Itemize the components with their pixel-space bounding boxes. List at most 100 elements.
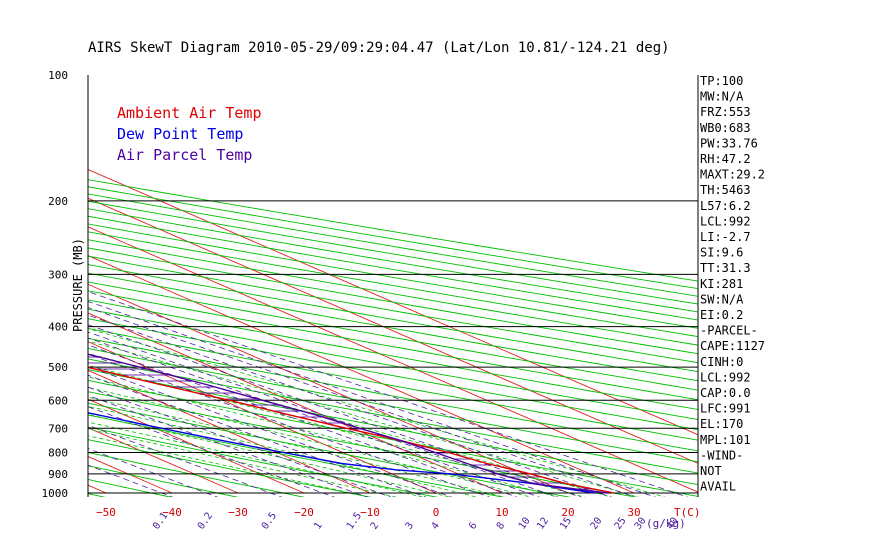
- stat-item: LFC:991: [700, 402, 751, 416]
- legend-ambient: Ambient Air Temp: [117, 104, 262, 122]
- pressure-tick-label: 1000: [42, 487, 69, 500]
- stat-item: MAXT:29.2: [700, 168, 765, 182]
- stat-item: EL:170: [700, 417, 743, 431]
- stat-item: MW:N/A: [700, 90, 744, 104]
- stat-item: KI:281: [700, 277, 743, 291]
- isotherm-line: [88, 369, 371, 494]
- isotherm-line: [88, 169, 698, 436]
- bottom-temp-tick-label: 30: [627, 506, 640, 519]
- mixing-ratio-tick-label: 0.2: [196, 511, 215, 532]
- dry-adiabat-line: [88, 358, 698, 474]
- legend-dewpoint: Dew Point Temp: [117, 125, 243, 143]
- stat-item: LCL:992: [700, 370, 751, 384]
- isotherm-line: [88, 226, 698, 493]
- mixing-ratio-tick-label: 12: [535, 516, 551, 532]
- stat-item: RH:47.2: [700, 152, 751, 166]
- moist-adiabat-line: [88, 396, 505, 497]
- stat-item: SI:9.6: [700, 246, 743, 260]
- stat-item: TT:31.3: [700, 261, 751, 275]
- dry-adiabat-line: [0, 75, 59, 502]
- pressure-tick-labels: 100 200 300 400 500 600 700 800 900 1000: [42, 69, 69, 500]
- dry-adiabat-line: [88, 200, 698, 305]
- mixing-ratio-tick-label: 1: [312, 520, 324, 531]
- mixing-ratio-tick-label: 6: [467, 520, 479, 531]
- dry-adiabat-line: [88, 308, 698, 420]
- dry-adiabat-line: [88, 179, 698, 282]
- stat-item: TP:100: [700, 74, 743, 88]
- stat-item: AVAIL: [700, 480, 736, 494]
- mixing-ratio-tick-label: 4: [430, 520, 442, 531]
- dry-adiabat-line: [88, 231, 698, 338]
- pressure-tick-label: 200: [48, 195, 68, 208]
- isotherm-line: [0, 75, 40, 493]
- mixing-ratio-line: [88, 448, 219, 497]
- moist-adiabat-line: [88, 340, 640, 497]
- stat-item: L57:6.2: [700, 199, 751, 213]
- mixing-ratio-line: [88, 464, 174, 497]
- mixing-ratio-tick-label: 20: [589, 516, 605, 532]
- bottom-temp-tick-labels: −50 −40 −30 −20 −10 0 10 20 30: [96, 506, 641, 519]
- dry-adiabat-line: [88, 414, 505, 497]
- dry-adiabat-line: [88, 208, 698, 313]
- stat-item: LCL:992: [700, 214, 751, 228]
- pressure-tick-label: 300: [48, 268, 68, 281]
- y-axis-label: PRESSURE (MB): [71, 238, 85, 332]
- grid-lines: [0, 75, 698, 502]
- bottom-temp-tick-label: −40: [162, 506, 182, 519]
- stat-item: -PARCEL-: [700, 324, 758, 338]
- dry-adiabat-line: [88, 215, 698, 321]
- mixing-ratio-tick-labels: 0.1 0.2 0.5 1 1.5 2 3 4 6 8 10 12 15 20 25 30 40: [151, 511, 681, 532]
- series-line-ambient: [88, 366, 615, 494]
- bottom-temp-tick-label: −20: [294, 506, 314, 519]
- bottom-temp-tick-label: 10: [495, 506, 508, 519]
- dry-adiabat-line: [88, 426, 438, 497]
- stat-item: MPL:101: [700, 433, 751, 447]
- bottom-temp-tick-label: 0: [433, 506, 440, 519]
- dry-adiabat-line: [88, 348, 698, 463]
- pressure-tick-label: 700: [48, 422, 68, 435]
- stat-item: NOT: [700, 464, 722, 478]
- dry-adiabat-line: [88, 379, 698, 497]
- dry-adiabat-line: [88, 402, 571, 497]
- dry-adiabat-line: [88, 290, 698, 401]
- pressure-tick-label: 800: [48, 446, 68, 459]
- mixing-ratio-line: [88, 386, 392, 497]
- dry-adiabat-line: [88, 186, 698, 290]
- legend: Ambient Air Temp Dew Point Temp Air Parc…: [117, 104, 262, 164]
- legend-parcel: Air Parcel Temp: [117, 146, 252, 164]
- isobar-lines: [88, 200, 698, 494]
- mixing-ratio-line: [88, 344, 518, 497]
- isotherm-line: [88, 197, 698, 464]
- mixing-ratio-tick-label: 8: [495, 520, 507, 531]
- dry-adiabat-line: [88, 337, 698, 452]
- pressure-tick-label: 600: [48, 394, 68, 407]
- mixing-ratio-line: [88, 331, 559, 497]
- isotherm-line: [88, 255, 635, 494]
- mixing-ratio-line: [88, 394, 368, 497]
- stat-item: FRZ:553: [700, 105, 751, 119]
- mixing-ratio-tick-label: 2: [369, 520, 381, 531]
- dry-adiabat-line: [88, 493, 106, 497]
- stat-item: WB0:683: [700, 121, 751, 135]
- dry-adiabat-line: [88, 223, 698, 329]
- dry-adiabat-line: [88, 465, 239, 497]
- mixing-ratio-tick-label: 25: [613, 516, 629, 532]
- moist-adiabat-line: [88, 387, 532, 497]
- moist-adiabat-line: [88, 428, 398, 497]
- mixing-ratio-tick-label: 10: [517, 516, 533, 532]
- stat-item: CINH:0: [700, 355, 743, 369]
- mixing-ratio-tick-label: 0.5: [260, 511, 279, 532]
- isotherm-line: [88, 283, 569, 494]
- dry-adiabat-line: [88, 239, 698, 346]
- pressure-tick-label: 500: [48, 361, 68, 374]
- stat-item: CAP:0.0: [700, 386, 751, 400]
- pressure-tick-label: 400: [48, 321, 68, 334]
- moist-adiabat-line: [88, 376, 559, 497]
- dry-adiabat-line: [88, 327, 698, 441]
- stat-item: LI:-2.7: [700, 230, 751, 244]
- stat-item: PW:33.76: [700, 136, 758, 150]
- mixing-ratio-line: [88, 307, 637, 497]
- stat-item: -WIND-: [700, 448, 743, 462]
- dry-adiabat-line: [88, 439, 372, 497]
